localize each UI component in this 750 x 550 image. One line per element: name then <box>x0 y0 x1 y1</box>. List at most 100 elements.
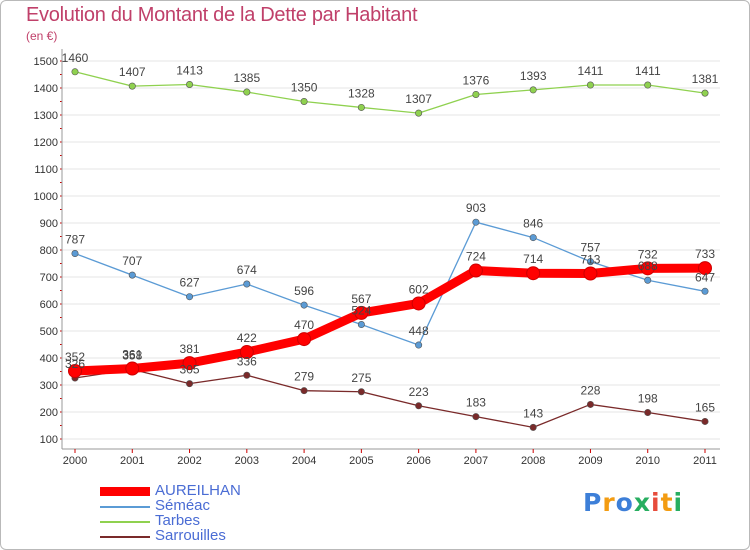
data-label: 358 <box>122 348 142 362</box>
data-point <box>472 413 480 421</box>
data-point <box>243 88 251 96</box>
line-chart: 100 200 300 400 500 600 700 800 900 1000 1100 1200 1… <box>34 49 720 467</box>
y-tick-label: 1300 <box>34 110 58 122</box>
legend-swatch-sarrouilles <box>100 536 150 538</box>
series-line-aureilhan <box>70 263 710 376</box>
data-label: 714 <box>523 252 543 266</box>
x-tick-label: 2011 <box>693 455 717 467</box>
data-label: 326 <box>65 357 85 371</box>
data-point <box>644 276 652 284</box>
data-point <box>297 332 312 347</box>
data-label: 567 <box>351 292 371 306</box>
x-tick-label: 2006 <box>406 455 430 467</box>
y-tick-label: 900 <box>40 218 58 230</box>
data-label: 1393 <box>520 69 547 83</box>
data-label: 1413 <box>176 63 203 77</box>
data-point <box>526 266 541 281</box>
y-tick-label: 500 <box>40 326 58 338</box>
data-point <box>243 280 251 288</box>
data-label: 1411 <box>635 64 661 78</box>
y-tick-label: 1400 <box>34 83 58 95</box>
data-label: 1307 <box>405 92 432 106</box>
data-point <box>698 261 712 276</box>
data-point <box>68 363 82 378</box>
data-point <box>186 380 194 388</box>
data-label: 757 <box>580 241 600 255</box>
data-point <box>586 400 594 408</box>
legend-label-sarrouilles: Sarrouilles <box>155 527 226 544</box>
legend-item-aureilhan: AUREILHAN <box>100 483 300 499</box>
data-point <box>529 86 537 94</box>
data-label: 279 <box>294 370 314 384</box>
legend-label-semeac: Séméac <box>155 497 211 514</box>
series-line-sarrouilles <box>74 368 706 429</box>
data-label: 448 <box>409 324 429 338</box>
x-tick-label: 2007 <box>464 455 488 467</box>
data-point <box>186 80 194 88</box>
y-tick-label: 1000 <box>34 191 58 203</box>
data-label: 732 <box>638 247 658 261</box>
data-point <box>529 423 537 431</box>
data-point <box>529 234 537 242</box>
data-point <box>472 90 480 98</box>
data-point <box>411 296 426 311</box>
legend-swatch-semeac <box>100 506 150 508</box>
data-label: 733 <box>695 247 715 261</box>
y-tick-label: 100 <box>40 434 58 446</box>
data-label: 846 <box>523 217 543 231</box>
data-label: 787 <box>65 233 85 247</box>
data-point <box>644 81 652 89</box>
logo-letter: t <box>660 488 674 517</box>
x-tick-label: 2001 <box>120 455 144 467</box>
data-label: 143 <box>523 406 543 420</box>
data-point <box>644 409 652 417</box>
data-label: 602 <box>409 282 429 296</box>
x-tick-label: 2004 <box>292 455 316 467</box>
y-tick-label: 1200 <box>34 137 58 149</box>
legend-label-tarbes: Tarbes <box>155 512 201 529</box>
data-point <box>243 371 251 379</box>
data-point <box>472 218 480 226</box>
data-label: 688 <box>638 259 658 273</box>
data-point <box>583 266 598 281</box>
data-label: 361 <box>122 348 142 362</box>
data-label: 596 <box>294 284 314 298</box>
plot-area <box>62 49 717 439</box>
data-label: 724 <box>466 250 486 264</box>
data-point <box>415 402 423 410</box>
y-tick-label: 1500 <box>34 56 58 68</box>
data-point <box>300 301 308 309</box>
data-label: 647 <box>695 270 715 284</box>
data-label: 1376 <box>463 73 490 87</box>
y-tick-label: 1100 <box>34 164 58 176</box>
data-point <box>586 258 594 266</box>
x-tick-label: 2005 <box>349 455 373 467</box>
data-label: 198 <box>638 392 658 406</box>
x-tick-label: 2002 <box>177 455 201 467</box>
logo-letter: P <box>583 488 603 517</box>
data-point <box>468 263 483 278</box>
data-label: 903 <box>466 201 486 215</box>
data-point <box>415 341 423 349</box>
series-line-tarbes <box>74 71 706 114</box>
data-label: 305 <box>180 363 200 377</box>
logo-letter: r <box>602 488 616 517</box>
y-tick-label: 300 <box>40 380 58 392</box>
chart-title: Evolution du Montant de la Dette par Hab… <box>26 4 418 26</box>
data-point <box>640 261 655 276</box>
x-tick-label: 2009 <box>578 455 602 467</box>
data-label: 422 <box>237 331 257 345</box>
data-point <box>357 388 365 396</box>
legend-item-sarrouilles: Sarrouilles <box>100 527 300 544</box>
data-label: 275 <box>351 371 371 385</box>
y-tick-label: 400 <box>40 353 58 365</box>
data-label: 352 <box>65 350 85 364</box>
data-label: 183 <box>466 396 486 410</box>
data-point <box>586 81 594 89</box>
data-point <box>128 82 136 90</box>
data-label: 223 <box>409 385 429 399</box>
series-line-séméac <box>74 221 706 346</box>
logo-letter: o <box>615 488 634 517</box>
data-point <box>701 287 709 295</box>
data-label: 627 <box>180 276 200 290</box>
